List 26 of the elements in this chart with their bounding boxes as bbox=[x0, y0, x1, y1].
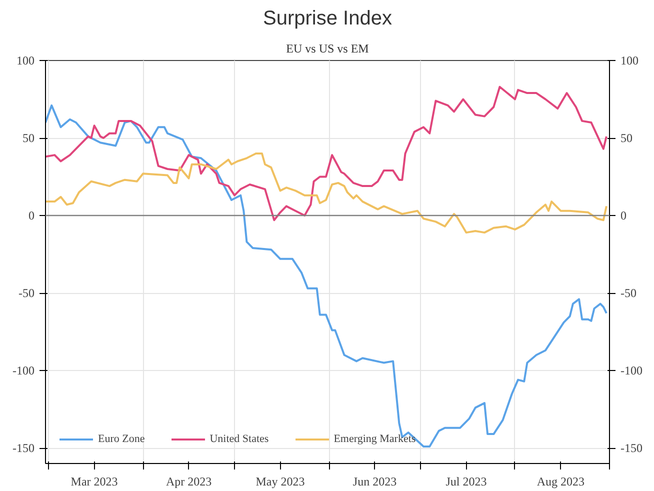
y2-tick-label: 50 bbox=[620, 131, 632, 145]
chart-subtitle: EU vs US vs EM bbox=[286, 42, 370, 56]
legend-label: Euro Zone bbox=[98, 433, 145, 445]
y-tick-label: 50 bbox=[22, 131, 34, 145]
x-tick-label: Jun 2023 bbox=[352, 474, 397, 488]
y-tick-label: 0 bbox=[28, 208, 34, 222]
y2-tick-label: 0 bbox=[620, 208, 626, 222]
x-tick-label: Apr 2023 bbox=[166, 474, 212, 488]
x-tick-label: Aug 2023 bbox=[536, 474, 585, 488]
y-tick-label: 100 bbox=[16, 54, 34, 68]
y-tick-label: -100 bbox=[12, 364, 35, 378]
y2-tick-label: -100 bbox=[620, 364, 642, 378]
y2-tick-label: 100 bbox=[620, 54, 638, 68]
x-tick-label: Mar 2023 bbox=[70, 474, 118, 488]
legend-label: Emerging Markets bbox=[334, 433, 416, 445]
x-tick-label: Jul 2023 bbox=[446, 474, 487, 488]
line-series bbox=[46, 86, 608, 222]
x-tick-label: May 2023 bbox=[256, 474, 305, 488]
y2-tick-label: -150 bbox=[620, 441, 642, 455]
chart-title: Surprise Index bbox=[263, 8, 392, 30]
legend-label: United States bbox=[210, 433, 269, 445]
line-series bbox=[46, 152, 608, 234]
y-tick-label: -150 bbox=[12, 441, 35, 455]
line-series bbox=[46, 104, 608, 448]
y2-tick-label: -50 bbox=[620, 286, 636, 300]
y-tick-label: -50 bbox=[18, 286, 35, 300]
